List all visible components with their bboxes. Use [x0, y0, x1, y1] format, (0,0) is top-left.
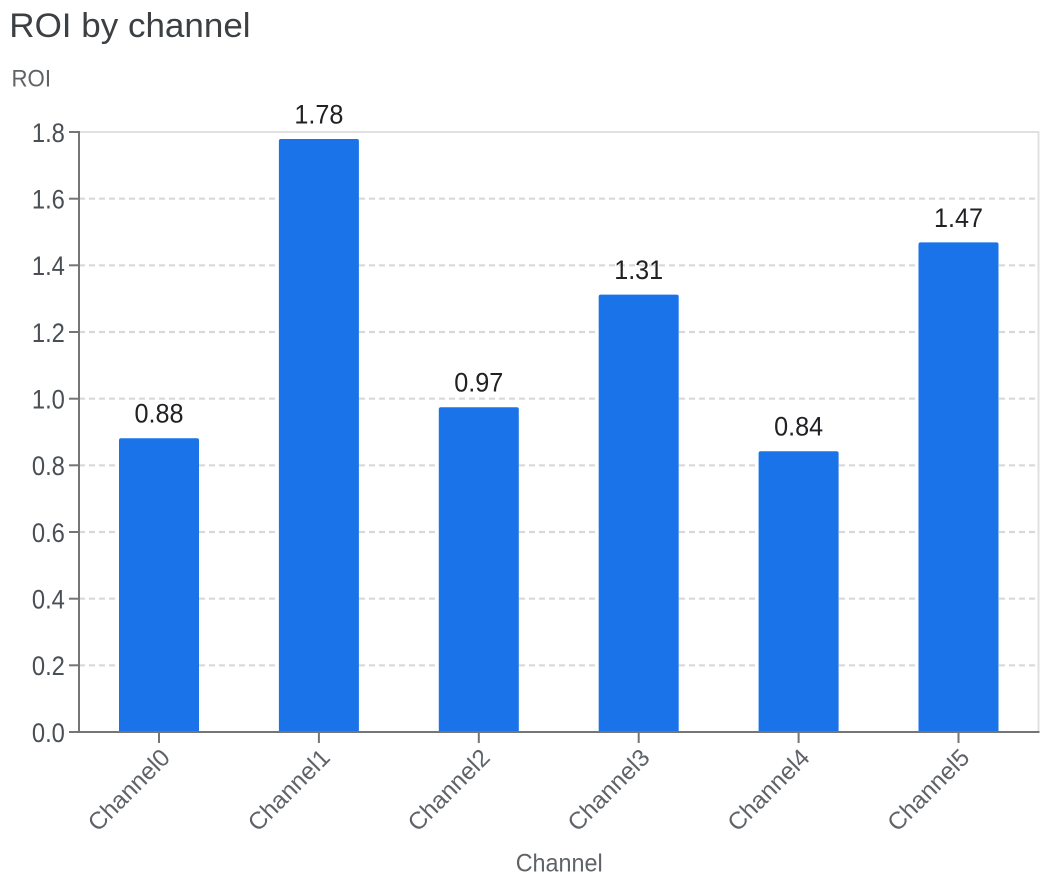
svg-text:0.6: 0.6: [32, 518, 65, 548]
svg-text:Channel0: Channel0: [83, 744, 176, 837]
svg-text:1.47: 1.47: [934, 203, 983, 233]
svg-text:1.8: 1.8: [32, 118, 65, 148]
svg-text:0.0: 0.0: [32, 718, 65, 748]
svg-text:Channel2: Channel2: [403, 744, 496, 837]
svg-text:0.2: 0.2: [32, 651, 65, 681]
svg-text:1.78: 1.78: [294, 99, 343, 129]
svg-text:ROI: ROI: [12, 65, 52, 92]
svg-text:1.6: 1.6: [32, 185, 65, 215]
svg-text:0.97: 0.97: [454, 368, 503, 398]
svg-text:1.4: 1.4: [32, 251, 65, 281]
svg-text:0.88: 0.88: [135, 399, 184, 429]
svg-text:ROI by channel: ROI by channel: [9, 7, 250, 45]
svg-text:0.84: 0.84: [774, 412, 823, 442]
svg-text:1.31: 1.31: [614, 255, 663, 285]
svg-text:1.2: 1.2: [32, 318, 65, 348]
svg-text:Channel5: Channel5: [883, 744, 976, 837]
svg-text:1.0: 1.0: [32, 385, 65, 415]
svg-text:0.4: 0.4: [32, 585, 65, 615]
svg-text:0.8: 0.8: [32, 451, 65, 481]
svg-text:Channel1: Channel1: [243, 744, 336, 837]
svg-text:Channel: Channel: [516, 849, 603, 877]
svg-text:Channel4: Channel4: [723, 744, 816, 837]
svg-text:Channel3: Channel3: [563, 744, 656, 837]
